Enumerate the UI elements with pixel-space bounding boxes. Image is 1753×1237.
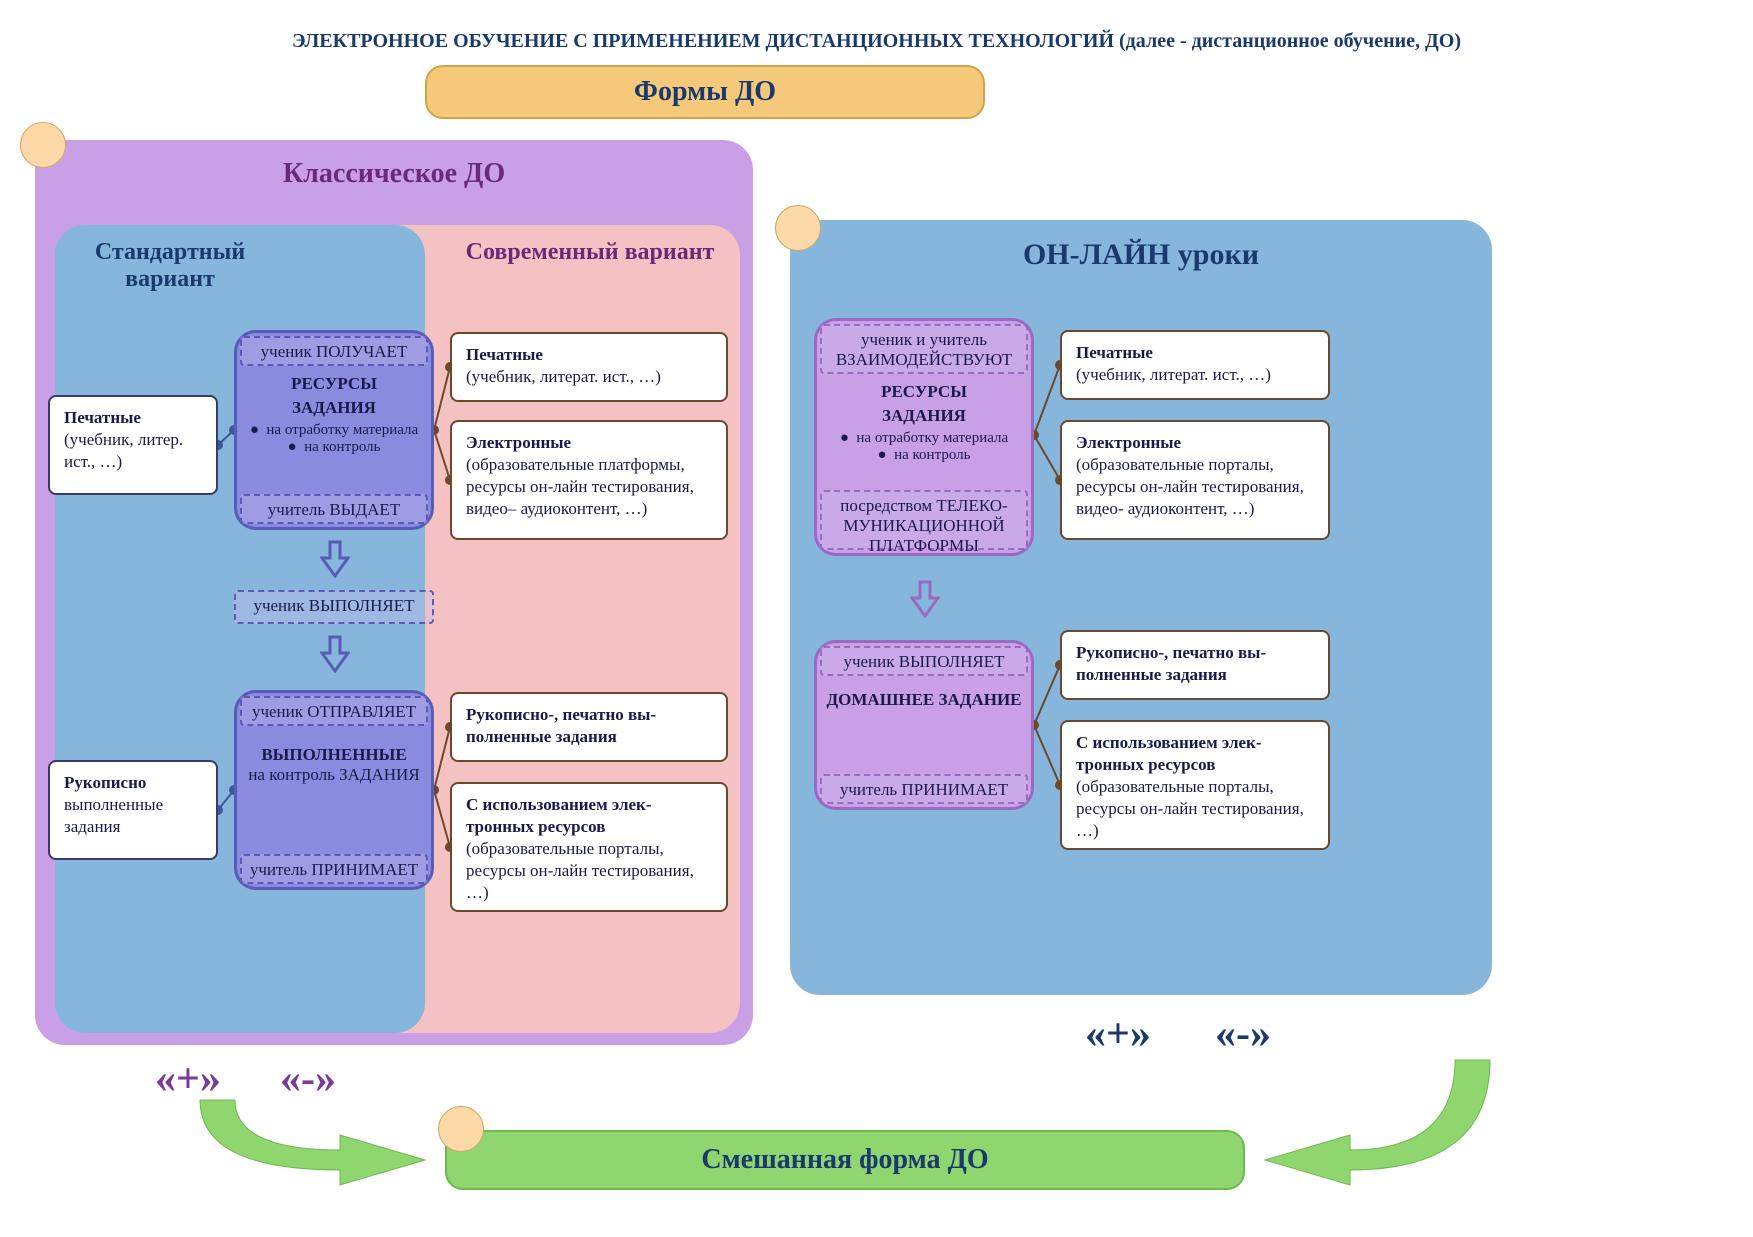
arrow-down-icon xyxy=(910,580,940,620)
classic-dot xyxy=(20,122,66,168)
action-band: ученик ПОЛУЧАЕТ xyxy=(240,336,428,366)
forms-pill: Формы ДО xyxy=(425,65,985,119)
minus-classic: «-» xyxy=(280,1055,336,1103)
arrow-down-icon xyxy=(320,635,350,675)
plus-online: «+» xyxy=(1085,1010,1151,1058)
action-band: ученик ВЫПОЛНЯЕТ xyxy=(820,646,1028,676)
classic-title: Классическое ДО xyxy=(35,158,753,190)
info-box: Рукописно-, печатно вы­полненные задания xyxy=(450,692,728,762)
info-box: Рукописновыполненные задания xyxy=(48,760,218,860)
mixed-label: Смешанная форма ДО xyxy=(701,1144,988,1176)
action-band: ученик и учитель ВЗАИМОДЕЙСТВУЮТ xyxy=(820,324,1028,374)
minus-online: «-» xyxy=(1215,1010,1271,1058)
info-box: Печатные(учебник, литерат. ист., …) xyxy=(1060,330,1330,400)
info-box: С использованием элек­тронных ресурсов(о… xyxy=(450,782,728,912)
info-box: Печатные(учебник, литер. ист., …) xyxy=(48,395,218,495)
action-band: ученик ОТПРАВЛЯЕТ xyxy=(240,696,428,726)
info-box: Рукописно-, печатно вы­полненные задания xyxy=(1060,630,1330,700)
resource-content: РЕСУРСЫЗАДАНИЯ● на отработку материала● … xyxy=(822,382,1026,464)
resource-content: РЕСУРСЫЗАДАНИЯ● на отработку материала● … xyxy=(242,374,426,456)
action-band: учитель ПРИНИМАЕТ xyxy=(240,854,428,884)
mixed-dot xyxy=(438,1106,484,1152)
standard-title: Стандартный вариант xyxy=(55,239,285,293)
online-dot xyxy=(775,205,821,251)
plus-classic: «+» xyxy=(155,1055,221,1103)
completed-content: ВЫПОЛНЕННЫЕна контроль ЗАДАНИЯ xyxy=(242,745,426,785)
info-box: С использованием элек­тронных ресурсов(о… xyxy=(1060,720,1330,850)
action-band: ученик ВЫПОЛНЯЕТ xyxy=(234,590,434,624)
modern-title: Современный вариант xyxy=(450,239,730,266)
info-box: Печатные(учебник, литерат. ист., …) xyxy=(450,332,728,402)
info-box: Электронные(образовательные порталы, рес… xyxy=(1060,420,1330,540)
forms-label: Формы ДО xyxy=(634,76,776,108)
action-band: посредством ТЕЛЕКО­МУНИКАЦИОННОЙ ПЛАТФОР… xyxy=(820,490,1028,550)
info-box: Электронные(образовательные платформы, р… xyxy=(450,420,728,540)
page-title: ЭЛЕКТРОННОЕ ОБУЧЕНИЕ С ПРИМЕНЕНИЕМ ДИСТА… xyxy=(0,30,1753,53)
mixed-pill: Смешанная форма ДО xyxy=(445,1130,1245,1190)
arrow-down-icon xyxy=(320,540,350,580)
action-band: учитель ПРИНИМАЕТ xyxy=(820,774,1028,804)
action-band: учитель ВЫДАЕТ xyxy=(240,494,428,524)
homework-content: ДОМАШНЕЕ ЗАДАНИЕ xyxy=(822,690,1026,710)
online-title: ОН-ЛАЙН уроки xyxy=(790,238,1492,272)
